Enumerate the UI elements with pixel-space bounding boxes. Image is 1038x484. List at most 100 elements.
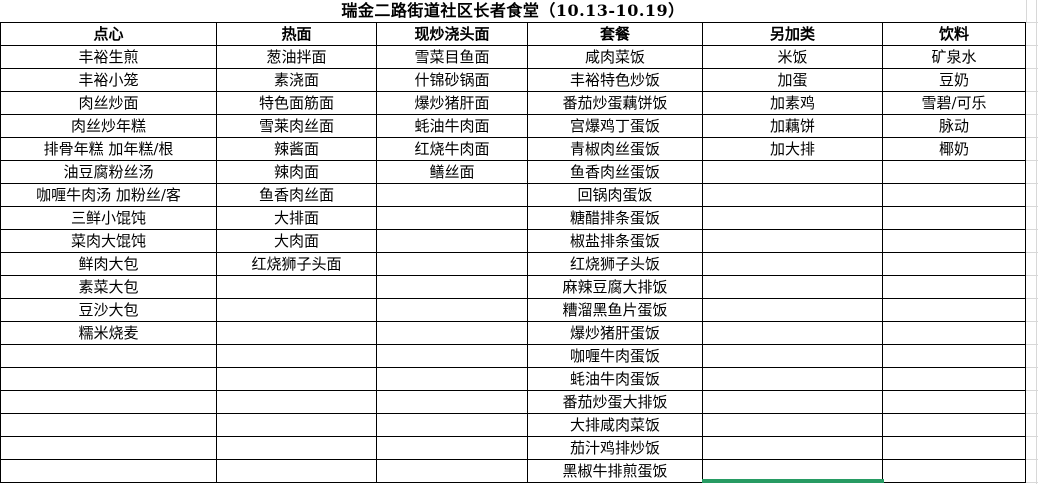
menu-cell-dianxin-row15[interactable] [1,368,217,391]
menu-cell-remian-row16[interactable] [217,391,377,414]
menu-cell-lingjialei-row18[interactable] [703,437,883,460]
menu-cell-yinliao-row15[interactable] [883,368,1026,391]
menu-cell-lingjialei-row17[interactable] [703,414,883,437]
menu-cell-taocan-row3[interactable]: 番茄炒蛋藕饼饭 [528,92,703,115]
menu-cell-taocan-row19[interactable]: 黑椒牛排煎蛋饭 [528,460,703,483]
menu-cell-dianxin-row7[interactable]: 咖喱牛肉汤 加粉丝/客 [1,184,217,207]
menu-cell-dianxin-row16[interactable] [1,391,217,414]
menu-cell-xianchao-jiaotou-mian-row15[interactable] [377,368,528,391]
menu-cell-xianchao-jiaotou-mian-row14[interactable] [377,345,528,368]
menu-cell-dianxin-row1[interactable]: 丰裕生煎 [1,46,217,69]
menu-cell-remian-row9[interactable]: 大肉面 [217,230,377,253]
menu-cell-xianchao-jiaotou-mian-row2[interactable]: 什锦砂锅面 [377,69,528,92]
menu-cell-taocan-row4[interactable]: 宫爆鸡丁蛋饭 [528,115,703,138]
menu-cell-lingjialei-row10[interactable] [703,253,883,276]
menu-cell-dianxin-row2[interactable]: 丰裕小笼 [1,69,217,92]
menu-cell-remian-row10[interactable]: 红烧狮子头面 [217,253,377,276]
menu-cell-remian-row15[interactable] [217,368,377,391]
menu-cell-remian-row13[interactable] [217,322,377,345]
column-header-taocan[interactable]: 套餐 [528,23,703,46]
menu-cell-yinliao-row14[interactable] [883,345,1026,368]
menu-cell-yinliao-row17[interactable] [883,414,1026,437]
menu-cell-taocan-row6[interactable]: 鱼香肉丝蛋饭 [528,161,703,184]
menu-cell-lingjialei-row16[interactable] [703,391,883,414]
menu-cell-yinliao-row6[interactable] [883,161,1026,184]
menu-cell-remian-row17[interactable] [217,414,377,437]
column-header-lingjialei[interactable]: 另加类 [703,23,883,46]
menu-cell-xianchao-jiaotou-mian-row16[interactable] [377,391,528,414]
menu-cell-xianchao-jiaotou-mian-row5[interactable]: 红烧牛肉面 [377,138,528,161]
menu-cell-taocan-row5[interactable]: 青椒肉丝蛋饭 [528,138,703,161]
menu-cell-lingjialei-row9[interactable] [703,230,883,253]
menu-cell-dianxin-row9[interactable]: 菜肉大馄饨 [1,230,217,253]
menu-cell-dianxin-row11[interactable]: 素菜大包 [1,276,217,299]
menu-cell-yinliao-row19[interactable] [883,460,1026,483]
menu-cell-xianchao-jiaotou-mian-row17[interactable] [377,414,528,437]
menu-cell-xianchao-jiaotou-mian-row8[interactable] [377,207,528,230]
menu-cell-yinliao-row11[interactable] [883,276,1026,299]
menu-cell-dianxin-row13[interactable]: 糯米烧麦 [1,322,217,345]
menu-cell-yinliao-row8[interactable] [883,207,1026,230]
menu-cell-dianxin-row19[interactable] [1,460,217,483]
menu-cell-xianchao-jiaotou-mian-row18[interactable] [377,437,528,460]
menu-cell-taocan-row15[interactable]: 蚝油牛肉蛋饭 [528,368,703,391]
menu-cell-taocan-row10[interactable]: 红烧狮子头饭 [528,253,703,276]
menu-cell-remian-row8[interactable]: 大排面 [217,207,377,230]
menu-cell-taocan-row11[interactable]: 麻辣豆腐大排饭 [528,276,703,299]
column-header-xianchao-jiaotou-mian[interactable]: 现炒浇头面 [377,23,528,46]
menu-cell-lingjialei-row15[interactable] [703,368,883,391]
menu-cell-yinliao-row10[interactable] [883,253,1026,276]
menu-cell-remian-row18[interactable] [217,437,377,460]
menu-cell-remian-row11[interactable] [217,276,377,299]
menu-cell-lingjialei-row8[interactable] [703,207,883,230]
menu-cell-remian-row12[interactable] [217,299,377,322]
menu-cell-yinliao-row12[interactable] [883,299,1026,322]
menu-cell-lingjialei-row12[interactable] [703,299,883,322]
menu-cell-yinliao-row4[interactable]: 脉动 [883,115,1026,138]
menu-cell-xianchao-jiaotou-mian-row10[interactable] [377,253,528,276]
menu-cell-xianchao-jiaotou-mian-row4[interactable]: 蚝油牛肉面 [377,115,528,138]
menu-cell-remian-row3[interactable]: 特色面筋面 [217,92,377,115]
menu-cell-xianchao-jiaotou-mian-row7[interactable] [377,184,528,207]
menu-cell-xianchao-jiaotou-mian-row12[interactable] [377,299,528,322]
menu-cell-lingjialei-row4[interactable]: 加藕饼 [703,115,883,138]
menu-cell-taocan-row13[interactable]: 爆炒猪肝蛋饭 [528,322,703,345]
menu-cell-remian-row1[interactable]: 葱油拌面 [217,46,377,69]
menu-cell-taocan-row2[interactable]: 丰裕特色炒饭 [528,69,703,92]
menu-cell-lingjialei-row13[interactable] [703,322,883,345]
menu-cell-xianchao-jiaotou-mian-row11[interactable] [377,276,528,299]
menu-cell-dianxin-row5[interactable]: 排骨年糕 加年糕/根 [1,138,217,161]
menu-cell-yinliao-row2[interactable]: 豆奶 [883,69,1026,92]
menu-cell-xianchao-jiaotou-mian-row13[interactable] [377,322,528,345]
menu-cell-lingjialei-row1[interactable]: 米饭 [703,46,883,69]
menu-cell-xianchao-jiaotou-mian-row1[interactable]: 雪菜目鱼面 [377,46,528,69]
menu-cell-dianxin-row12[interactable]: 豆沙大包 [1,299,217,322]
menu-cell-xianchao-jiaotou-mian-row19[interactable] [377,460,528,483]
menu-cell-xianchao-jiaotou-mian-row6[interactable]: 鳝丝面 [377,161,528,184]
menu-cell-lingjialei-row14[interactable] [703,345,883,368]
menu-cell-lingjialei-row2[interactable]: 加蛋 [703,69,883,92]
menu-cell-xianchao-jiaotou-mian-row3[interactable]: 爆炒猪肝面 [377,92,528,115]
menu-cell-remian-row14[interactable] [217,345,377,368]
menu-cell-remian-row2[interactable]: 素浇面 [217,69,377,92]
menu-cell-taocan-row12[interactable]: 糟溜黑鱼片蛋饭 [528,299,703,322]
menu-cell-yinliao-row16[interactable] [883,391,1026,414]
menu-cell-dianxin-row18[interactable] [1,437,217,460]
menu-cell-yinliao-row13[interactable] [883,322,1026,345]
menu-cell-taocan-row1[interactable]: 咸肉菜饭 [528,46,703,69]
menu-cell-dianxin-row14[interactable] [1,345,217,368]
column-header-yinliao[interactable]: 饮料 [883,23,1026,46]
menu-cell-taocan-row16[interactable]: 番茄炒蛋大排饭 [528,391,703,414]
menu-cell-remian-row19[interactable] [217,460,377,483]
menu-cell-lingjialei-row7[interactable] [703,184,883,207]
menu-cell-lingjialei-row6[interactable] [703,161,883,184]
menu-cell-xianchao-jiaotou-mian-row9[interactable] [377,230,528,253]
menu-cell-taocan-row7[interactable]: 回锅肉蛋饭 [528,184,703,207]
menu-cell-taocan-row8[interactable]: 糖醋排条蛋饭 [528,207,703,230]
menu-cell-yinliao-row9[interactable] [883,230,1026,253]
menu-cell-lingjialei-row3[interactable]: 加素鸡 [703,92,883,115]
menu-cell-remian-row5[interactable]: 辣酱面 [217,138,377,161]
menu-cell-yinliao-row3[interactable]: 雪碧/可乐 [883,92,1026,115]
menu-cell-dianxin-row10[interactable]: 鲜肉大包 [1,253,217,276]
menu-cell-yinliao-row18[interactable] [883,437,1026,460]
